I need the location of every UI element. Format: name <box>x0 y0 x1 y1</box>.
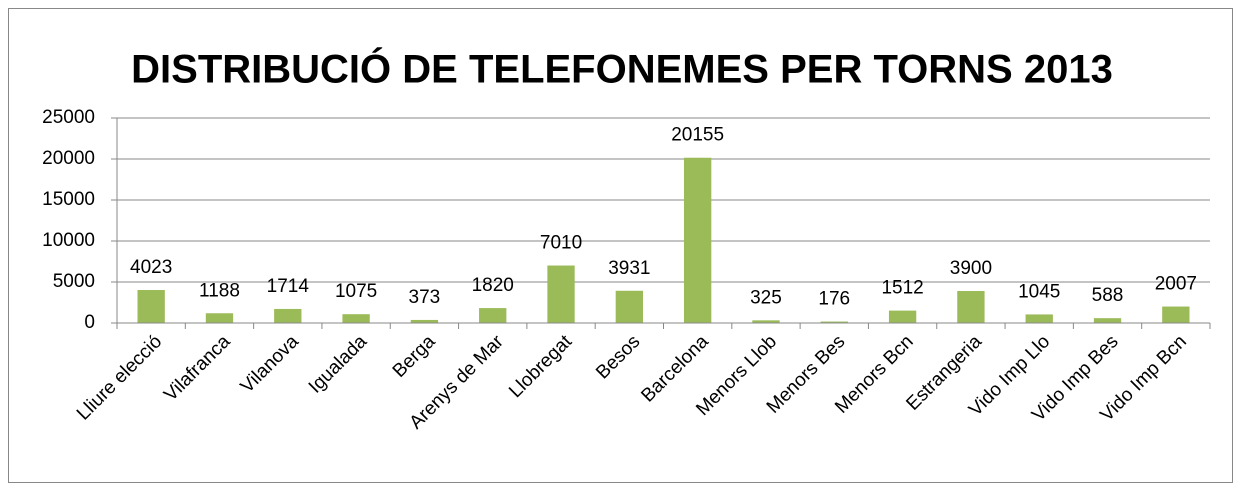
bar <box>274 308 302 323</box>
data-label: 1714 <box>267 276 310 297</box>
bar <box>137 290 165 323</box>
bar <box>888 310 917 323</box>
bar <box>957 291 985 323</box>
data-label: 4023 <box>130 257 172 278</box>
data-label: 2007 <box>1155 274 1197 295</box>
chart-border <box>8 8 1233 483</box>
bar <box>410 319 439 323</box>
data-label: 3900 <box>950 258 992 279</box>
data-label: 1075 <box>335 281 377 302</box>
y-tick-label: 0 <box>84 312 95 333</box>
data-label: 3931 <box>608 258 650 279</box>
bar <box>615 290 644 323</box>
bar <box>1025 314 1053 323</box>
data-label: 373 <box>409 287 441 308</box>
data-label: 325 <box>750 287 782 308</box>
data-label: 588 <box>1092 285 1124 306</box>
bar <box>479 308 507 323</box>
bar <box>1093 318 1122 323</box>
data-label: 1045 <box>1018 281 1060 302</box>
bar <box>1162 306 1190 323</box>
bar <box>342 314 370 323</box>
y-tick-label: 15000 <box>42 189 95 210</box>
bar <box>683 157 712 323</box>
data-label: 1820 <box>472 275 514 296</box>
bar <box>820 321 848 323</box>
chart-title: DISTRIBUCIÓ DE TELEFONEMES PER TORNS 201… <box>131 46 1113 92</box>
bar <box>752 320 780 323</box>
y-tick-label: 20000 <box>42 148 95 169</box>
data-label: 1512 <box>881 278 923 299</box>
bar <box>205 313 234 323</box>
data-label: 20155 <box>671 125 724 146</box>
data-label: 176 <box>818 289 850 310</box>
y-tick-label: 25000 <box>42 107 95 128</box>
bar <box>547 265 575 323</box>
data-label: 7010 <box>540 233 582 254</box>
y-tick-label: 5000 <box>53 271 95 292</box>
data-label: 1188 <box>199 280 240 301</box>
y-tick-label: 10000 <box>42 230 95 251</box>
